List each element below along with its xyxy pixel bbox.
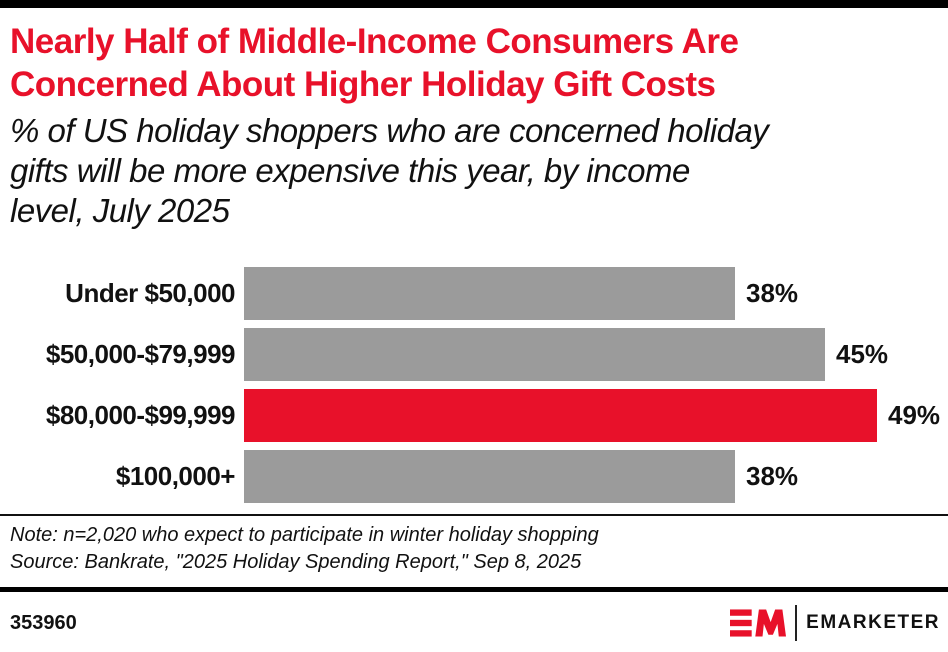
chart-title: Nearly Half of Middle-Income Consumers A… (10, 22, 739, 104)
bar (244, 450, 735, 503)
bar (244, 328, 825, 381)
divider-thick (0, 587, 948, 592)
value-label: 38% (746, 461, 799, 491)
value-label: 45% (836, 339, 889, 369)
header: Nearly Half of Middle-Income Consumers A… (0, 8, 948, 231)
value-label: 38% (746, 278, 799, 308)
bar (244, 389, 877, 442)
logo-divider (795, 605, 798, 641)
chart-subtitle: % of US holiday shoppers who are concern… (10, 112, 769, 229)
value-label: 49% (888, 400, 941, 430)
chart-source: Source: Bankrate, "2025 Holiday Spending… (10, 551, 582, 573)
chart-note: Note: n=2,020 who expect to participate … (10, 524, 599, 546)
category-label: Under $50,000 (65, 278, 235, 308)
emarketer-wordmark: EMARKETER (806, 612, 940, 633)
category-label: $100,000+ (115, 461, 236, 491)
chart-id: 353960 (10, 611, 77, 634)
footer: 353960 EMARKETER (0, 592, 948, 641)
bar-row: $100,000+ 38% (0, 450, 948, 503)
bar (244, 267, 735, 320)
top-accent-bar (0, 0, 948, 8)
footnotes: Note: n=2,020 who expect to participate … (0, 516, 948, 576)
bar-track: 49% (244, 389, 948, 442)
bar-chart: Under $50,000 38% $50,000-$79,999 45% $80,00… (0, 267, 948, 503)
emarketer-logo: EMARKETER (730, 605, 940, 641)
bar-track: 45% (244, 328, 948, 381)
category-label: $50,000-$79,999 (45, 339, 236, 369)
category-label: $80,000-$99,999 (45, 400, 236, 430)
bar-row: Under $50,000 38% (0, 267, 948, 320)
bar-row: $50,000-$79,999 45% (0, 328, 948, 381)
bar-track: 38% (244, 267, 948, 320)
bar-row: $80,000-$99,999 49% (0, 389, 948, 442)
bar-track: 38% (244, 450, 948, 503)
em-monogram-icon (730, 609, 787, 637)
divider-thin (0, 514, 948, 516)
